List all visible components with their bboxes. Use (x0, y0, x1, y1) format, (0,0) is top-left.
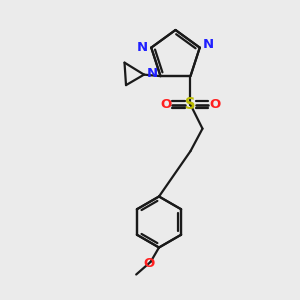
Text: N: N (137, 40, 148, 53)
Text: O: O (143, 257, 155, 270)
Text: O: O (209, 98, 221, 111)
Text: O: O (160, 98, 172, 111)
Text: N: N (202, 38, 214, 51)
Text: N: N (146, 67, 158, 80)
Text: S: S (185, 97, 196, 112)
